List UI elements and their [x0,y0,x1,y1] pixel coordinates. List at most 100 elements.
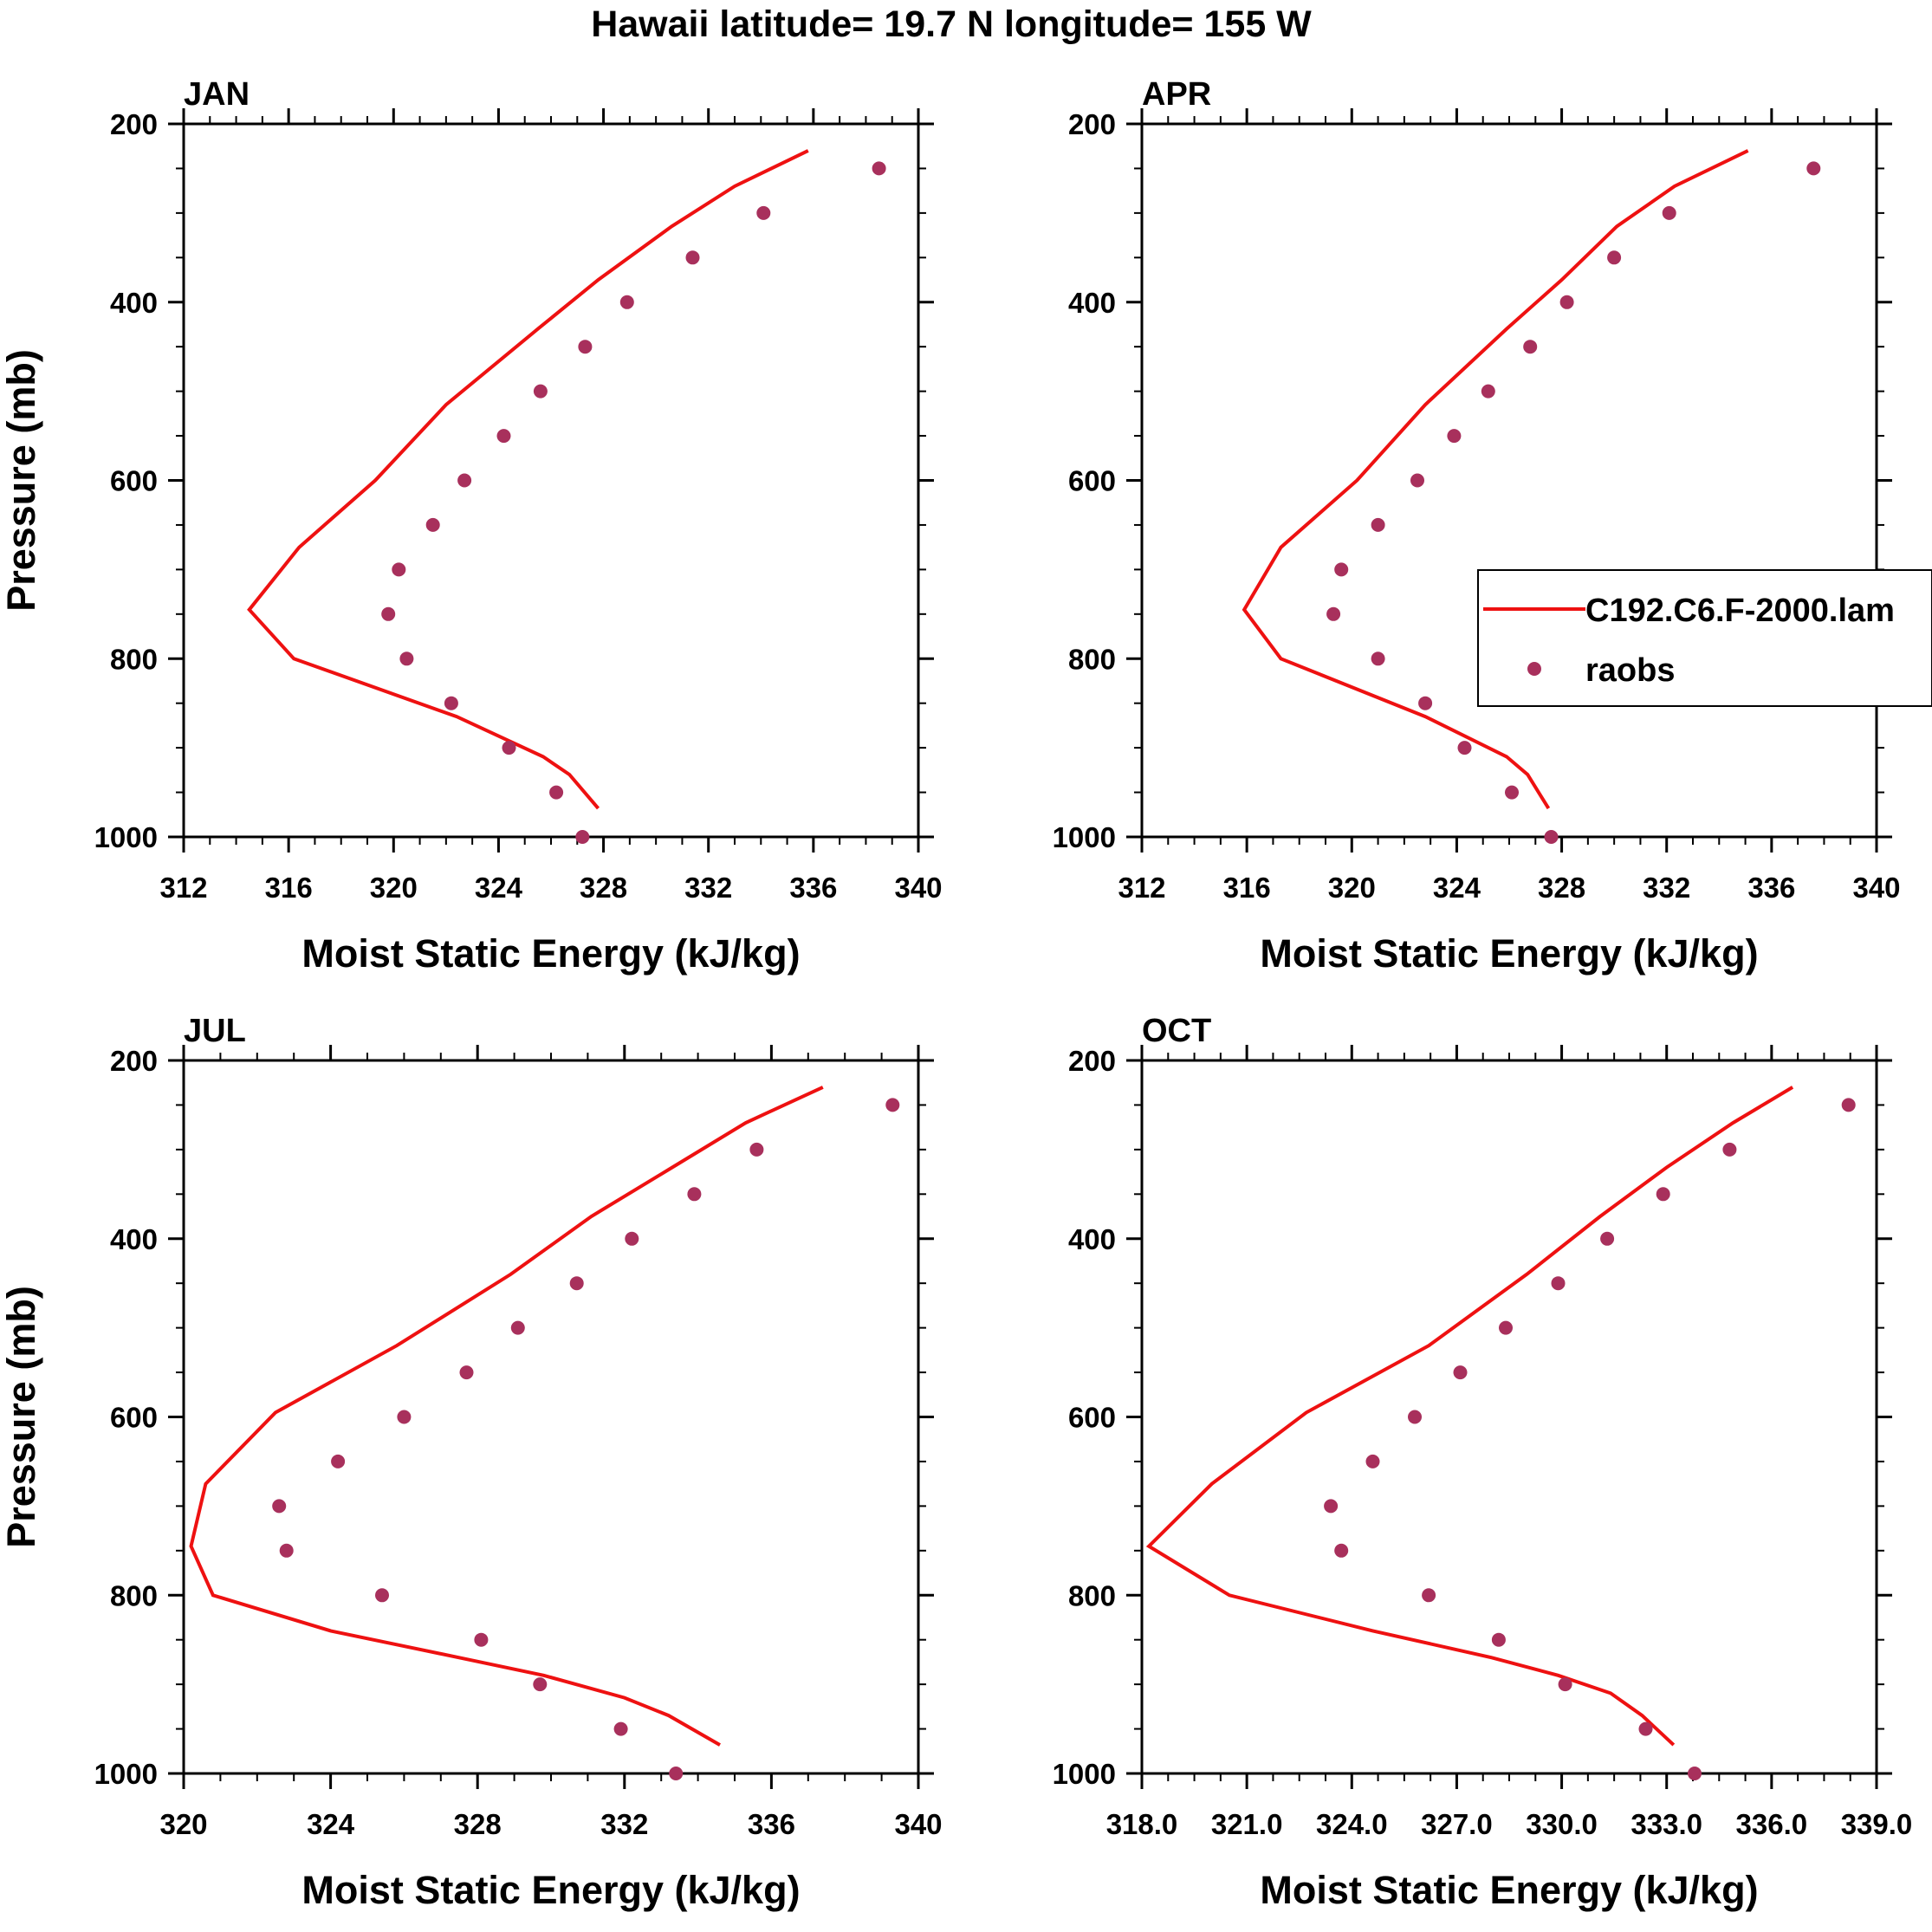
panel-oct-obs-point [1422,1588,1436,1603]
panel-apr-obs-point [1544,830,1559,844]
panel-jan-obs-point [872,161,886,176]
panel-jul-obs-point [397,1410,412,1424]
panel-jul-xtick-label: 320 [159,1808,207,1840]
panel-oct-xtick-label: 330.0 [1526,1808,1598,1840]
panel-jan-obs-point [457,473,472,488]
legend-obs-swatch [1527,662,1541,676]
panel-jul-obs-point [375,1588,389,1603]
panel-jul: JUL 320 324 328 332 336 340 200 400 600 800 1000 Moi… [0,1013,943,1912]
panel-apr-ytick-label: 400 [1068,287,1116,319]
panel-apr-obs-point [1559,295,1574,309]
panel-oct-xtick-label: 339.0 [1841,1808,1913,1840]
panel-oct-ytick-label: 400 [1068,1223,1116,1255]
panel-jul-xlabel: Moist Static Energy (kJ/kg) [301,1868,800,1912]
panel-jul-ytick-label: 800 [110,1579,158,1611]
panel-oct-obs-point [1491,1632,1506,1647]
panel-jul-obs-point [510,1320,525,1335]
panel-jul-frame [182,1059,920,1775]
panel-jul-xtick-label: 340 [894,1808,942,1840]
panel-jan-model-line [247,149,809,810]
panel-oct-obs-point [1656,1187,1670,1202]
panel-apr-ytick-label: 600 [1068,465,1116,497]
panel-jan-obs-point [444,696,458,710]
panel-oct-xtick-label: 327.0 [1421,1808,1493,1840]
panel-oct-obs-point [1558,1677,1572,1692]
panel-jan-ytick-label: 800 [110,643,158,675]
panel-oct-obs-point [1499,1320,1513,1335]
panel-oct-ytick-label: 200 [1068,1045,1116,1077]
legend-model-label: C192.C6.F-2000.lam [1585,593,1895,629]
panel-apr-model-line [1242,149,1749,810]
panel-apr-obs-point [1418,696,1433,710]
panel-apr-obs-point [1410,473,1424,488]
panel-oct-frame [1140,1059,1878,1775]
panel-jul-xtick-label: 336 [748,1808,795,1840]
panel-jul-obs-point [331,1454,346,1468]
legend: C192.C6.F-2000.lam raobs [1477,569,1932,707]
panel-jan-xtick-label: 336 [789,872,837,904]
panel-apr-xtick-label: 320 [1328,872,1376,904]
panel-apr-xlabel: Moist Static Energy (kJ/kg) [1260,931,1758,976]
panel-jul-obs-point [272,1499,287,1514]
panel-apr-obs-point [1523,340,1538,354]
panel-oct-obs-point [1600,1231,1615,1246]
panel-oct-model-line [1145,1086,1794,1747]
panel-oct-xtick-label: 318.0 [1106,1808,1178,1840]
panel-jul-obs-point [279,1543,294,1558]
panel-oct-obs-point [1722,1142,1737,1157]
panel-jan-xtick-label: 328 [580,872,627,904]
panel-jan-ytick-label: 1000 [94,821,158,853]
panel-oct-xtick-label: 321.0 [1211,1808,1283,1840]
panel-oct-obs-point [1324,1499,1339,1514]
panel-jan-obs-point [619,295,634,309]
panel-oct-ytick-label: 600 [1068,1402,1116,1434]
panel-jan-obs-point [549,785,564,800]
panel-jan-title: JAN [184,76,250,113]
panel-oct-obs-point [1551,1276,1566,1291]
panel-jan-obs-point [685,250,700,265]
panel-oct-obs-point [1841,1098,1856,1112]
panel-jan-obs-point [578,340,593,354]
panel-oct-xlabel: Moist Static Energy (kJ/kg) [1260,1868,1758,1912]
panel-apr-obs-point [1371,517,1385,532]
panel-jan-xtick-label: 332 [684,872,732,904]
panel-apr-frame [1140,122,1878,839]
panel-oct: OCT 318.0 321.0 324.0 327.0 330.0 333.0 336.0 33… [1053,1013,1913,1912]
panel-jan-obs-point [392,562,406,577]
panel-oct-obs-point [1334,1543,1349,1558]
panel-jul-xtick-label: 324 [307,1808,355,1840]
panel-jul-obs-point [885,1098,900,1112]
panel-jul-obs-point [669,1767,684,1780]
panel-oct-xtick-label: 324.0 [1316,1808,1388,1840]
panel-jan-ytick-label: 200 [110,108,158,140]
panel-jan-obs-point [381,606,396,621]
panel-jan-obs-point [496,429,511,444]
panel-jan-xtick-label: 316 [265,872,313,904]
panel-jul-ytick-label: 400 [110,1223,158,1255]
panel-jan-obs-point [399,652,414,666]
panel-jul-obs-point [613,1721,628,1736]
panel-jul-obs-point [569,1276,584,1291]
panel-oct-xtick-label: 333.0 [1631,1808,1702,1840]
panel-apr-ytick-label: 800 [1068,643,1116,675]
panel-jan-ylabel: Pressure (mb) [0,349,43,612]
panel-jan-obs-point [533,384,548,399]
panel-apr-xtick-label: 316 [1223,872,1271,904]
legend-box [1477,569,1932,707]
panel-jan-frame [182,122,920,839]
panel-jan-ytick-label: 600 [110,465,158,497]
legend-obs-label: raobs [1585,652,1675,689]
panel-jan-xtick-label: 340 [894,872,942,904]
panel-oct-obs-point [1408,1410,1422,1424]
panel-apr-title: APR [1142,76,1211,113]
panel-apr-obs-point [1457,741,1472,755]
panel-jul-obs-point [459,1365,474,1380]
panel-jul-obs-point [474,1632,489,1647]
panel-oct-ytick-label: 1000 [1053,1758,1116,1790]
panel-apr-xtick-label: 336 [1747,872,1795,904]
panel-jul-obs-point [687,1187,702,1202]
panel-apr-obs-point [1662,205,1676,220]
panel-apr-xtick-label: 332 [1643,872,1690,904]
panel-apr-xtick-label: 324 [1433,872,1481,904]
panel-jan-obs-point [425,517,440,532]
